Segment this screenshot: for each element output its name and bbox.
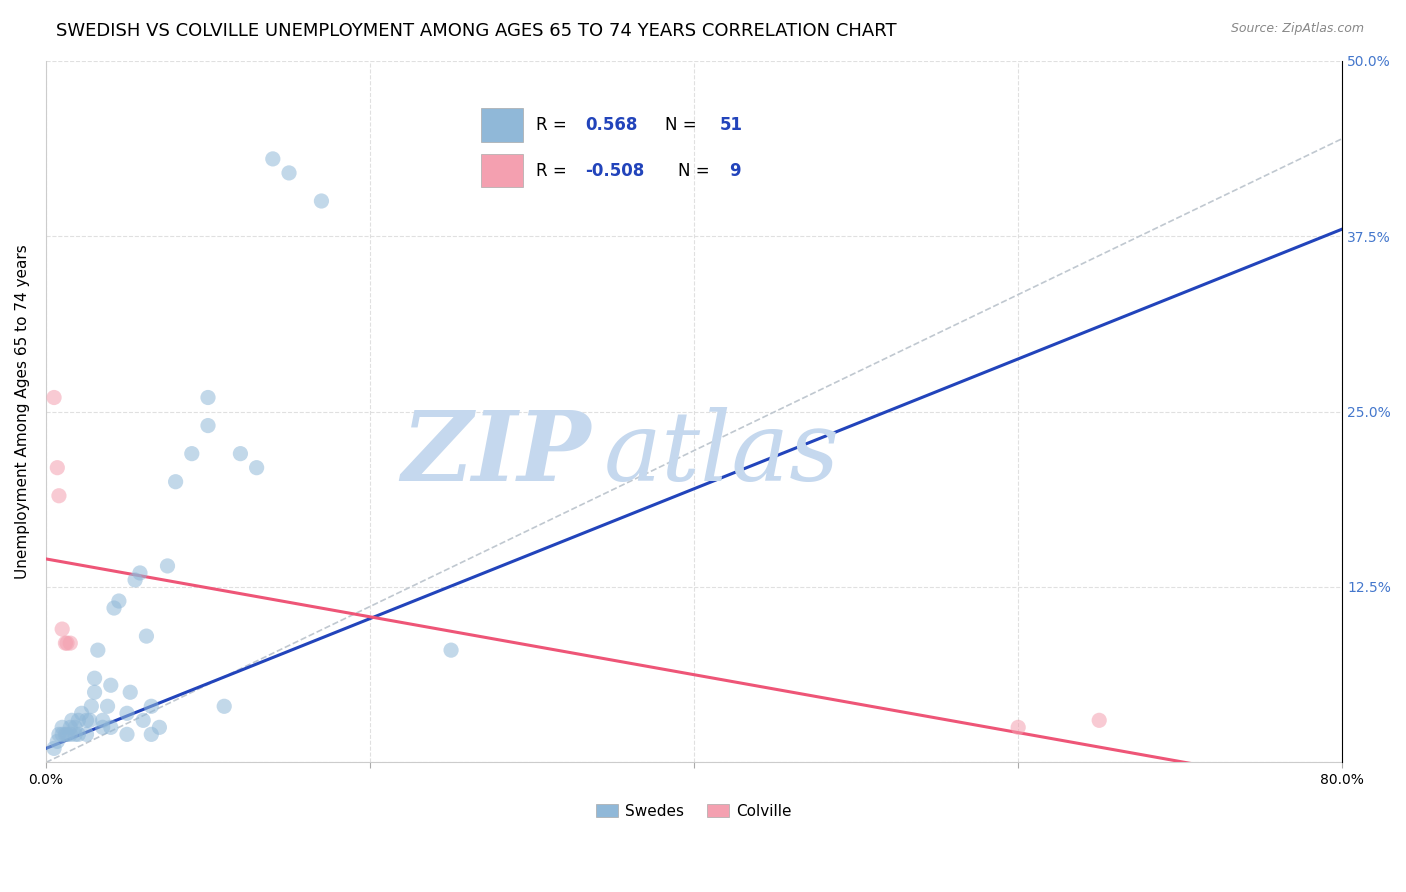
Point: [79, 714, 101, 728]
Point: [60, 714, 83, 728]
Point: [440, 643, 463, 657]
Point: [246, 460, 269, 475]
Point: [59, 720, 82, 734]
Point: [197, 418, 219, 433]
Point: [42, 391, 65, 405]
Point: [311, 194, 333, 208]
Text: SWEDISH VS COLVILLE UNEMPLOYMENT AMONG AGES 65 TO 74 YEARS CORRELATION CHART: SWEDISH VS COLVILLE UNEMPLOYMENT AMONG A…: [56, 22, 897, 40]
Point: [51, 622, 73, 636]
Point: [100, 720, 122, 734]
Point: [48, 727, 70, 741]
FancyBboxPatch shape: [481, 153, 523, 187]
Point: [100, 678, 122, 692]
Point: [67, 714, 90, 728]
Text: N =: N =: [678, 161, 709, 179]
Point: [262, 152, 284, 166]
Text: ZIP: ZIP: [401, 407, 591, 500]
Point: [87, 643, 110, 657]
Point: [56, 636, 79, 650]
Point: [55, 727, 77, 741]
Point: [51, 727, 73, 741]
Point: [91, 720, 114, 734]
Point: [135, 629, 157, 643]
Point: [83, 685, 105, 699]
Point: [103, 601, 125, 615]
Point: [1088, 714, 1111, 728]
Legend: Swedes, Colville: Swedes, Colville: [591, 797, 799, 825]
Point: [212, 699, 235, 714]
Y-axis label: Unemployment Among Ages 65 to 74 years: Unemployment Among Ages 65 to 74 years: [15, 244, 30, 579]
Point: [63, 727, 86, 741]
FancyBboxPatch shape: [481, 109, 523, 142]
Point: [46, 734, 69, 748]
Text: R =: R =: [536, 116, 567, 134]
Point: [55, 636, 77, 650]
Text: R =: R =: [536, 161, 567, 179]
Point: [80, 699, 103, 714]
Point: [83, 671, 105, 685]
Text: 51: 51: [720, 116, 742, 134]
Point: [59, 636, 82, 650]
Point: [56, 727, 79, 741]
Point: [278, 166, 301, 180]
Point: [70, 706, 93, 721]
Point: [141, 727, 163, 741]
Point: [51, 720, 73, 734]
Point: [59, 727, 82, 741]
Point: [129, 566, 152, 580]
Point: [229, 447, 252, 461]
Text: N =: N =: [665, 116, 696, 134]
Point: [132, 714, 155, 728]
Point: [156, 558, 179, 573]
Point: [108, 594, 131, 608]
Text: Source: ZipAtlas.com: Source: ZipAtlas.com: [1230, 22, 1364, 36]
Point: [165, 475, 187, 489]
Point: [124, 573, 146, 587]
Text: atlas: atlas: [603, 407, 839, 500]
Point: [76, 727, 98, 741]
Point: [67, 727, 90, 741]
Point: [42, 741, 65, 756]
Point: [141, 699, 163, 714]
Point: [148, 720, 170, 734]
Point: [46, 460, 69, 475]
Text: 0.568: 0.568: [585, 116, 638, 134]
Point: [115, 727, 138, 741]
Point: [1007, 720, 1029, 734]
Point: [48, 489, 70, 503]
Point: [91, 714, 114, 728]
Point: [76, 714, 98, 728]
Point: [180, 447, 202, 461]
Point: [63, 720, 86, 734]
Point: [96, 699, 118, 714]
Point: [120, 685, 142, 699]
Point: [115, 706, 138, 721]
Text: 9: 9: [730, 161, 741, 179]
Text: -0.508: -0.508: [585, 161, 645, 179]
Point: [197, 391, 219, 405]
